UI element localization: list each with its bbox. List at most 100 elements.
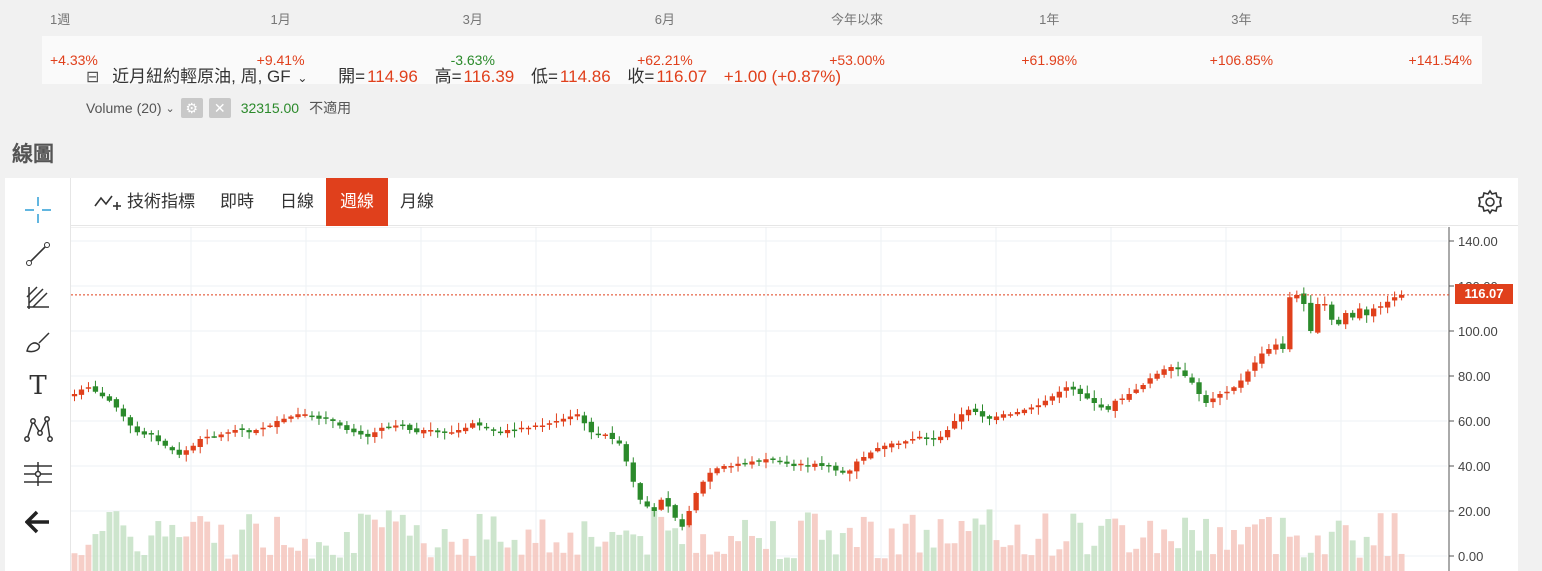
candle-body bbox=[916, 436, 923, 439]
volume-bar bbox=[595, 546, 602, 571]
candle-body bbox=[169, 447, 175, 451]
candle-body bbox=[190, 445, 196, 451]
candle-body bbox=[1189, 377, 1195, 383]
volume-label[interactable]: Volume (20) bbox=[86, 100, 162, 116]
period-label: 1週 bbox=[50, 12, 71, 27]
candle-body bbox=[1182, 370, 1188, 376]
fib-tool-icon[interactable] bbox=[20, 280, 56, 316]
candle-body bbox=[1371, 308, 1377, 317]
volume-bar bbox=[651, 510, 658, 571]
volume-bar bbox=[714, 551, 721, 571]
volume-bar bbox=[853, 546, 860, 571]
realtime-button[interactable]: 即時 bbox=[220, 192, 254, 211]
volume-bar bbox=[204, 521, 211, 571]
weekly-button[interactable]: 週線 bbox=[326, 178, 388, 226]
candle-body bbox=[965, 409, 972, 416]
volume-bar bbox=[818, 539, 825, 571]
volume-bar bbox=[1314, 535, 1321, 571]
volume-bar bbox=[1363, 536, 1370, 571]
price-chart[interactable]: 140.00120.00100.0080.0060.0040.0020.000.… bbox=[71, 227, 1518, 571]
candle-body bbox=[1384, 301, 1391, 308]
candle-body bbox=[469, 423, 476, 428]
settings-gear-icon[interactable] bbox=[1476, 188, 1504, 216]
candle-body bbox=[1175, 367, 1181, 370]
period-label: 1月 bbox=[270, 12, 291, 27]
volume-bar bbox=[120, 525, 127, 571]
volume-bar bbox=[504, 547, 511, 571]
volume-bar bbox=[1238, 544, 1244, 571]
volume-bar bbox=[560, 552, 567, 571]
last-price-tag: 116.07 bbox=[1455, 284, 1513, 304]
y-tick-label: 40.00 bbox=[1458, 459, 1491, 474]
collapse-icon[interactable]: ⊟ bbox=[86, 69, 100, 86]
volume-bar bbox=[1147, 520, 1154, 571]
symbol-dropdown-icon[interactable]: ⌄ bbox=[297, 71, 308, 85]
candle-body bbox=[763, 459, 769, 463]
symbol-label[interactable]: 近月紐約輕原油, 周, GF bbox=[112, 67, 291, 86]
volume-bar bbox=[770, 521, 776, 571]
candle-body bbox=[805, 465, 811, 467]
candle-body bbox=[958, 414, 965, 422]
brush-icon[interactable] bbox=[20, 324, 56, 360]
candle-body bbox=[756, 460, 762, 462]
candle-body bbox=[567, 416, 574, 420]
crosshair-icon[interactable] bbox=[20, 192, 56, 228]
candle-body bbox=[162, 440, 168, 446]
text-tool-icon[interactable]: T bbox=[29, 371, 47, 401]
volume-bar bbox=[1210, 554, 1216, 571]
back-arrow-icon[interactable] bbox=[20, 504, 56, 540]
ohlc-legend: ⊟ 近月紐約輕原油, 周, GF ⌄ 開= 114.96 高= 116.39 低= 1… bbox=[86, 62, 843, 87]
candle-body bbox=[379, 427, 385, 431]
volume-bar bbox=[1300, 557, 1307, 571]
volume-bar bbox=[1217, 527, 1223, 571]
candle-body bbox=[518, 427, 525, 430]
volume-bar bbox=[232, 554, 239, 571]
candle-body bbox=[791, 463, 797, 466]
trend-line-icon[interactable] bbox=[20, 236, 56, 272]
candle-body bbox=[372, 432, 378, 438]
volume-bar bbox=[867, 521, 874, 571]
volume-bar bbox=[1112, 518, 1119, 571]
candle-body bbox=[309, 415, 315, 418]
volume-bar bbox=[448, 541, 455, 571]
volume-bar bbox=[881, 558, 888, 571]
volume-dropdown-icon[interactable]: ⌄ bbox=[165, 102, 175, 115]
volume-settings-icon[interactable]: ⚙ bbox=[180, 98, 203, 118]
monthly-button[interactable]: 月線 bbox=[400, 192, 434, 211]
candle-body bbox=[868, 452, 874, 459]
volume-bar bbox=[1091, 545, 1098, 571]
indicators-button[interactable]: 技術指標 bbox=[79, 178, 209, 226]
candle-body bbox=[1049, 396, 1056, 401]
measure-tool-icon[interactable] bbox=[20, 456, 56, 492]
candle-body bbox=[665, 498, 671, 507]
volume-bar bbox=[679, 544, 686, 571]
volume-bar bbox=[127, 536, 134, 571]
candle-body bbox=[651, 507, 657, 511]
performance-values: +4.33% +9.41% -3.63% +62.21% +53.00% +61.98% +… bbox=[42, 36, 1482, 84]
volume-value: 32315.00 bbox=[240, 100, 300, 116]
candle-body bbox=[1377, 306, 1384, 308]
candle-body bbox=[1252, 362, 1258, 371]
volume-remove-icon[interactable]: ✕ bbox=[208, 98, 231, 118]
volume-bar bbox=[413, 525, 420, 571]
y-tick-label: 80.00 bbox=[1458, 369, 1491, 384]
volume-bar bbox=[832, 554, 839, 571]
candle-body bbox=[1028, 407, 1035, 410]
candle-body bbox=[1000, 414, 1007, 418]
candle-body bbox=[1168, 367, 1174, 371]
daily-button[interactable]: 日線 bbox=[280, 192, 314, 211]
candle-body bbox=[581, 415, 588, 424]
candle-body bbox=[260, 427, 266, 430]
volume-bar bbox=[1265, 517, 1272, 571]
y-tick-label: 60.00 bbox=[1458, 414, 1491, 429]
volume-bar bbox=[735, 541, 741, 571]
candle-body bbox=[302, 414, 308, 416]
chart-widget: T 技術指標 即時 日線 週線 月線 140.00120.00100.0080.… bbox=[5, 178, 1518, 571]
volume-bar bbox=[700, 534, 707, 571]
volume-bar bbox=[302, 538, 308, 571]
pattern-tool-icon[interactable] bbox=[20, 412, 56, 448]
candle-body bbox=[1091, 398, 1097, 403]
volume-bar bbox=[1342, 525, 1349, 571]
candle-body bbox=[1294, 295, 1300, 299]
volume-bar bbox=[1168, 541, 1175, 571]
